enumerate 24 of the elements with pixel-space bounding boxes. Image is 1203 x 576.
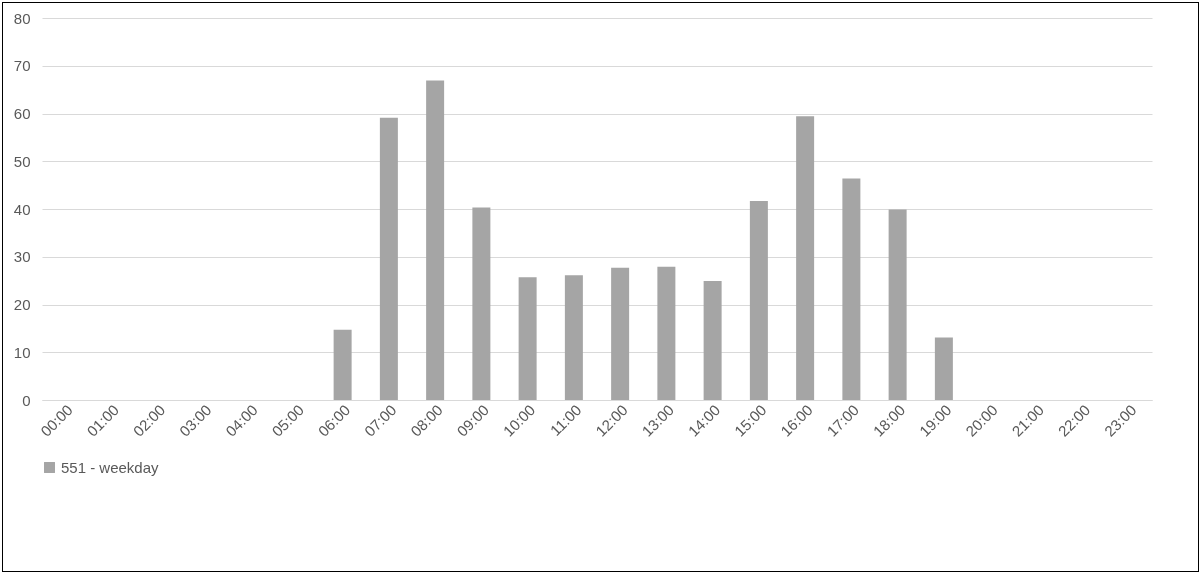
bar: [703, 281, 722, 400]
y-tick-label: 50: [13, 152, 31, 170]
bar: [796, 116, 815, 400]
y-tick-label: 10: [13, 343, 31, 361]
y-tick-label: 0: [22, 391, 31, 409]
legend-label: 551 - weekday: [61, 458, 160, 476]
bar: [472, 207, 491, 400]
bar: [842, 178, 861, 400]
bar: [749, 200, 768, 400]
bar: [333, 329, 352, 400]
y-tick-label: 70: [13, 57, 31, 75]
bar: [657, 266, 676, 400]
y-tick-label: 20: [13, 296, 31, 313]
y-tick-label: 40: [13, 200, 31, 218]
bar: [888, 209, 907, 400]
bar: [426, 80, 445, 400]
bar: [379, 117, 398, 400]
y-tick-label: 60: [13, 105, 31, 122]
y-tick-label: 30: [13, 248, 31, 266]
bar: [518, 277, 537, 400]
y-tick-label: 80: [13, 9, 31, 27]
bar: [611, 267, 630, 400]
bar: [564, 275, 583, 400]
bar: [934, 337, 953, 400]
